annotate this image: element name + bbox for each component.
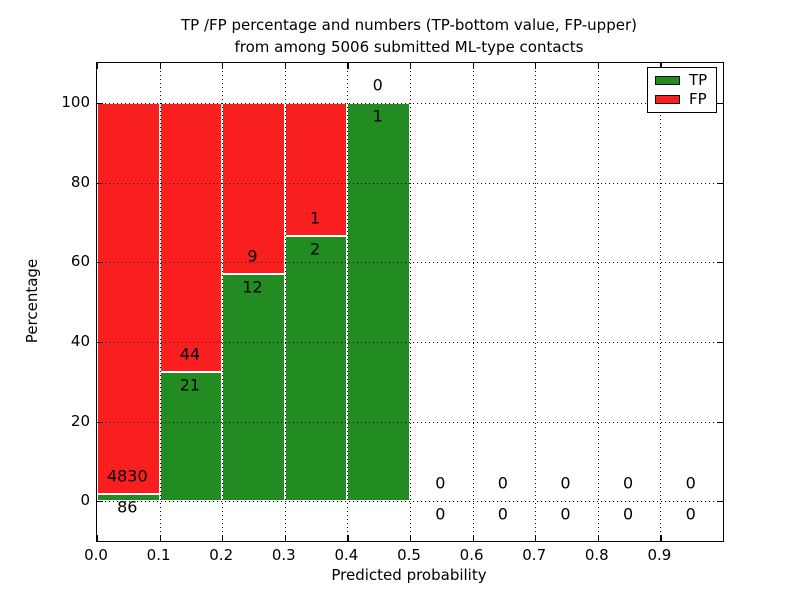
- x-tick-label: 0.2: [209, 546, 234, 564]
- fp-count-label: 0: [685, 473, 696, 493]
- x-tick-label: 0.4: [334, 546, 359, 564]
- legend-entry-fp: FP: [655, 92, 716, 107]
- y-tick-mark: [97, 102, 103, 105]
- v-gridline: [472, 63, 474, 541]
- y-tick-mark: [97, 262, 103, 264]
- y-tick-mark-right: [717, 182, 723, 184]
- plot-area: [96, 62, 724, 542]
- tp-count-label: 86: [117, 497, 138, 517]
- x-tick-label: 0.6: [459, 546, 484, 564]
- fp-count-label: 4830: [106, 466, 148, 486]
- chart-title: TP /FP percentage and numbers (TP-bottom…: [96, 14, 722, 58]
- x-tick-mark: [159, 535, 161, 541]
- fp-count-label: 0: [560, 473, 571, 493]
- x-tick-label: 0.3: [271, 546, 296, 564]
- tp-count-label: 0: [685, 504, 696, 524]
- legend: TP FP: [647, 67, 717, 113]
- fp-count-label: 0: [372, 75, 383, 95]
- tp-count-label: 0: [560, 504, 571, 524]
- x-tick-mark-top: [660, 63, 662, 69]
- fp-count-label: 1: [310, 208, 321, 228]
- tp-count-label: 0: [435, 504, 446, 524]
- tp-count-label: 12: [242, 277, 263, 297]
- x-tick-mark-top: [472, 63, 474, 69]
- y-tick-label: 100: [61, 92, 90, 111]
- tp-bar-segment: [222, 273, 285, 502]
- y-tick-label: 60: [70, 252, 90, 271]
- x-tick-mark: [284, 535, 286, 541]
- x-tick-mark: [347, 535, 349, 541]
- x-tick-mark-top: [222, 63, 224, 69]
- x-tick-label: 0.7: [522, 546, 547, 564]
- tp-count-label: 0: [623, 504, 634, 524]
- x-tick-mark-top: [284, 63, 286, 69]
- x-tick-mark: [472, 535, 474, 541]
- tp-bar-segment: [159, 372, 223, 502]
- tp-bar-segment: [347, 102, 410, 502]
- v-gridline: [159, 63, 161, 541]
- y-tick-mark: [97, 501, 103, 503]
- fp-count-label: 9: [247, 246, 258, 266]
- x-tick-mark-top: [597, 63, 599, 69]
- v-gridline: [410, 63, 411, 541]
- fp-count-label: 44: [179, 344, 201, 364]
- v-gridline: [660, 63, 662, 541]
- y-tick-mark: [97, 421, 103, 423]
- y-tick-mark: [97, 341, 103, 344]
- y-tick-label: 0: [80, 491, 90, 510]
- v-gridline: [597, 63, 599, 541]
- y-tick-label: 40: [70, 331, 90, 350]
- legend-label-fp: FP: [689, 90, 707, 109]
- y-axis-label: Percentage: [23, 258, 41, 344]
- tp-count-label: 1: [372, 106, 383, 126]
- x-tick-mark-top: [535, 63, 537, 69]
- chart-title-line2: from among 5006 submitted ML-type contac…: [234, 38, 584, 56]
- x-tick-mark-top: [410, 63, 412, 69]
- y-tick-mark-right: [717, 421, 723, 423]
- x-tick-mark-top: [347, 63, 349, 69]
- v-gridline: [284, 63, 286, 541]
- legend-entry-tp: TP: [655, 70, 716, 89]
- x-tick-mark-top: [97, 63, 99, 69]
- x-tick-mark-top: [159, 63, 161, 69]
- y-tick-label: 20: [70, 411, 90, 430]
- x-tick-mark: [535, 535, 537, 541]
- chart-title-line1: TP /FP percentage and numbers (TP-bottom…: [181, 16, 637, 34]
- x-tick-mark: [660, 535, 662, 541]
- x-tick-label: 0.9: [647, 546, 672, 564]
- x-tick-mark: [410, 535, 412, 541]
- tp-bar-segment: [97, 494, 160, 502]
- fp-count-label: 0: [497, 473, 508, 493]
- y-tick-mark-right: [717, 262, 723, 264]
- fp-bar-segment: [159, 102, 223, 373]
- fp-bar-segment: [97, 102, 160, 495]
- x-tick-label: 0.8: [584, 546, 609, 564]
- tp-count-label: 21: [179, 375, 201, 395]
- tp-color-swatch: [655, 75, 680, 85]
- fp-count-label: 0: [435, 473, 446, 493]
- x-tick-mark: [97, 535, 99, 541]
- fp-count-label: 0: [623, 473, 634, 493]
- legend-label-tp: TP: [689, 70, 708, 89]
- tp-count-label: 0: [497, 504, 508, 524]
- fp-color-swatch: [655, 95, 680, 105]
- v-gridline: [222, 63, 224, 541]
- x-axis-label: Predicted probability: [331, 566, 487, 584]
- x-tick-mark: [597, 535, 599, 541]
- x-tick-label: 0.1: [146, 546, 171, 564]
- y-tick-mark-right: [717, 501, 723, 503]
- y-tick-mark-right: [717, 102, 723, 105]
- v-gridline: [347, 63, 349, 541]
- x-tick-mark: [222, 535, 224, 541]
- y-tick-mark-right: [717, 341, 723, 344]
- tp-count-label: 2: [310, 239, 321, 259]
- v-gridline: [535, 63, 537, 541]
- x-tick-label: 0.0: [84, 546, 108, 564]
- y-tick-label: 80: [70, 172, 90, 191]
- x-tick-label: 0.5: [397, 546, 421, 564]
- y-tick-mark: [97, 182, 103, 184]
- tp-bar-segment: [284, 235, 348, 502]
